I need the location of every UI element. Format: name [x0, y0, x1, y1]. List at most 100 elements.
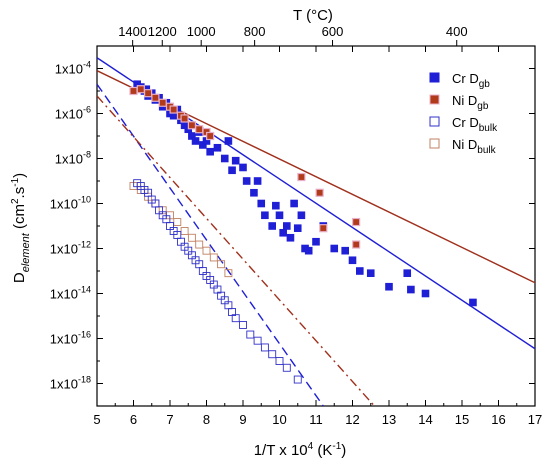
point-s2-29 [246, 330, 255, 339]
legend: Cr Dgb Ni Dgb Cr Dbulk Ni Dbulk [429, 71, 498, 156]
legend-label-0: Cr Dgb [452, 71, 490, 90]
point-s2-33 [275, 357, 284, 365]
fit-line-2 [97, 83, 324, 406]
point-s0-47 [341, 246, 350, 255]
point-s1-13 [297, 172, 306, 182]
point-s0-23 [220, 154, 229, 163]
y-tick-label-4: 1x10-12 [50, 240, 91, 257]
x-tick-label-16: 16 [491, 412, 505, 427]
y-axis-title-unit-sup2: -1 [10, 177, 21, 186]
point-s0-48 [348, 256, 357, 265]
point-s0-17 [191, 137, 200, 145]
x-tick-label-15: 15 [455, 412, 469, 427]
x-tick-label-14: 14 [418, 412, 432, 427]
legend-marker-2 [429, 116, 440, 127]
axis-ticks: 5 6 7 8 9 10 11 12 13 14 15 16 17 1400 1200 1000 800 600 4… [50, 24, 542, 427]
y-tick-label-1: 1x10-6 [55, 105, 91, 122]
x-tick-label-7: 7 [166, 412, 173, 427]
point-s3-7 [180, 227, 189, 235]
point-s2-27 [231, 314, 240, 323]
x-tick-label-10: 10 [272, 412, 286, 427]
legend-label-1: Ni Dgb [452, 93, 489, 112]
x-tick-label-6: 6 [130, 412, 137, 427]
legend-label-2: Cr Dbulk [452, 115, 498, 134]
point-s1-15 [352, 217, 361, 227]
point-s0-49 [355, 267, 364, 275]
point-s0-44 [312, 237, 320, 246]
top-tick-label-600: 600 [322, 24, 344, 39]
point-s2-31 [260, 343, 269, 352]
fit-line-3 [97, 95, 375, 406]
point-s0-53 [407, 285, 415, 294]
point-s0-24 [224, 137, 233, 145]
point-s1-6 [169, 105, 178, 114]
point-s0-55 [469, 298, 477, 307]
point-s3-11 [209, 253, 218, 262]
legend-label-3: Ni Dbulk [452, 137, 497, 156]
point-s0-26 [231, 156, 240, 165]
y-axis-title-unit: (cm [11, 204, 28, 233]
point-s0-31 [257, 199, 266, 208]
point-s0-21 [206, 147, 214, 156]
point-s0-34 [272, 201, 280, 210]
legend-marker-1 [429, 94, 440, 105]
x-tick-label-8: 8 [203, 412, 210, 427]
x-axis-title: 1/T x 104 (K-1) [254, 441, 347, 459]
point-s0-46 [330, 244, 339, 253]
point-s0-38 [286, 233, 295, 242]
x-axis-title-main: 1/T x 10 [254, 442, 308, 459]
y-tick-label-3: 1x10-10 [50, 195, 91, 212]
point-s0-32 [261, 211, 269, 220]
y-axis-title: Delement (cm2.s-1) [10, 173, 32, 283]
point-s1-0 [129, 86, 138, 96]
point-s3-10 [202, 246, 211, 255]
y-tick-label-0: 1x10-4 [55, 60, 91, 77]
point-s1-9 [187, 121, 196, 130]
point-s0-51 [385, 282, 393, 291]
x-tick-label-12: 12 [345, 412, 359, 427]
x-tick-label-17: 17 [528, 412, 542, 427]
top-tick-label-1400: 1400 [118, 24, 147, 39]
point-s0-30 [253, 177, 262, 185]
legend-marker-0 [429, 72, 440, 83]
point-s0-28 [242, 177, 251, 185]
point-s0-22 [213, 143, 222, 152]
x-axis-title-unit-post: ) [341, 442, 346, 459]
y-axis-title-unit-post: ) [11, 173, 28, 178]
y-tick-label-2: 1x10-8 [55, 150, 91, 167]
point-s1-4 [158, 98, 167, 107]
point-s0-35 [275, 211, 284, 220]
point-s1-10 [195, 125, 204, 134]
point-s1-17 [352, 240, 361, 249]
point-s0-39 [290, 199, 298, 208]
point-s2-34 [282, 363, 291, 372]
top-tick-label-1200: 1200 [148, 24, 177, 39]
point-s3-8 [187, 233, 196, 242]
point-s2-28 [239, 321, 247, 329]
top-tick-label-1000: 1000 [187, 24, 216, 39]
y-axis-title-sub: element [20, 232, 32, 272]
x-tick-label-13: 13 [382, 412, 396, 427]
point-s1-1 [136, 85, 145, 94]
y-axis-title-main: D [11, 272, 28, 283]
point-s0-25 [228, 166, 236, 175]
x-axis-title-unit-sup: -1 [332, 441, 341, 452]
x-tick-label-11: 11 [309, 412, 323, 427]
point-s0-41 [297, 211, 306, 220]
point-s2-35 [293, 375, 302, 384]
y-axis-title-unit-sup: 2 [10, 198, 21, 204]
point-s1-3 [151, 93, 160, 102]
point-s0-52 [403, 269, 412, 277]
legend-marker-3 [429, 138, 440, 149]
top-tick-label-400: 400 [446, 24, 468, 39]
point-s1-14 [315, 188, 324, 197]
y-axis-title-unit-mid: .s [11, 187, 28, 199]
point-s1-2 [144, 89, 153, 98]
point-s3-13 [224, 269, 233, 278]
point-s0-50 [366, 269, 375, 277]
top-axis-title: T (°C) [293, 7, 333, 24]
point-s0-29 [250, 188, 258, 197]
data-markers [129, 80, 477, 384]
point-s3-12 [217, 260, 226, 269]
